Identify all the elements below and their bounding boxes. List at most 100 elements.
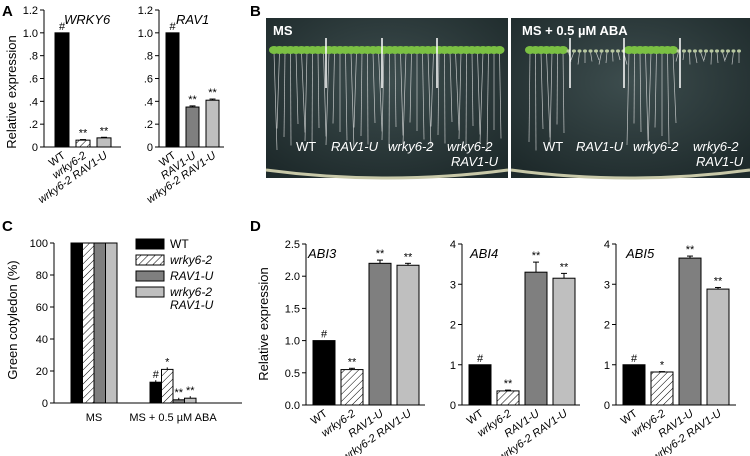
genotype-label-double-b: RAV1-U [451,154,499,169]
seedling-leaf [720,49,725,53]
seedling-root [724,51,729,61]
legend-swatch-wt [135,238,165,250]
seedling-root [700,51,705,62]
seedling-root [444,51,446,144]
genotype-label-wt: WT [543,139,563,154]
genotype-label-wrky62: wrky6-2 [633,139,679,154]
seedling-root [731,51,734,65]
panel-d-abi5-bar [706,288,730,406]
panel-a-wrky6-ytick-label: .6 [29,74,38,86]
panel-c-ytick-label: 40 [36,334,48,346]
legend-swatch-rav1u [135,270,165,282]
seedling-root [394,51,397,128]
panel-a-rav1-title: RAV1 [176,12,209,27]
panel-a-wrky6-ytick-label: 1.2 [23,5,38,17]
seedling-root [549,51,553,147]
seedling-root [626,51,630,146]
genotype-label-double-b: RAV1-U [696,154,744,169]
genotype-label-double-a: wrky6-2 [693,139,739,154]
seedling-root [471,51,474,127]
seedling-root [654,51,657,128]
panel-d-abi5-bar [650,371,674,406]
seedling-root [528,51,531,143]
panel-a-wrky6-bar [75,139,91,148]
panel-c-bar [70,242,83,404]
seedling-root [323,51,327,137]
panel-d-abi4-significance-label: ** [532,250,541,262]
genotype-label-double-a: wrky6-2 [447,139,493,154]
seedling-leaf [577,49,582,53]
panel-letter-d: D [250,218,261,235]
panel-a-wrky6-ytick-label: .4 [29,96,38,108]
seedling-leaf [610,49,615,53]
panel-d-abi4-title: ABI4 [469,246,498,261]
panel-a-rav1-significance-label: ** [188,94,197,106]
panel-c-category-label: MS [86,412,103,424]
panel-c-ytick-label: 100 [30,238,48,250]
legend-label-wt: WT [170,237,189,251]
seedling-root [381,51,385,141]
panel-a-wrky6-ytick-label: 1.0 [23,28,38,40]
seedling-root [479,51,484,144]
panel-a-rav1-chart: 0.2.4.6.81.01.2RAV1#WT**RAV1-U**wrky6-2 … [138,5,224,206]
seedling-root [367,51,369,145]
seedling-root [703,51,707,61]
panel-a-rav1-ytick-label: 0 [147,142,153,154]
legend-label-rav1u: RAV1-U [170,269,214,283]
seedling-root [449,51,453,123]
panel-d-abi5-ytick-label: 3 [604,279,610,291]
panel-d-abi5-ytick-label: 4 [604,239,610,251]
seedling-root [590,51,593,62]
panel-a-wrky6-ytick-label: .2 [29,119,38,131]
seedling-root [667,51,670,145]
plate-ms [266,18,508,178]
panel-d-abi3-chart: 0.00.51.01.52.02.5ABI3#WT**wrky6-2**RAV1… [285,239,425,456]
panel-a-wrky6-significance-label: # [59,21,66,33]
seedling-root [617,51,621,61]
panel-a-rav1-ytick-label: 1.2 [138,5,153,17]
panel-d-abi5-bar [678,257,702,406]
seedling-leaf [731,49,736,53]
panel-a-rav1-ytick-label: .2 [144,119,153,131]
panel-a-rav1-significance-label: ** [208,87,217,99]
seedling-leaf [594,49,598,53]
legend-swatch-double [135,286,165,298]
seedling-root [437,51,440,136]
seedling-root [716,51,719,64]
panel-d-ylabel: Relative expression [256,267,271,380]
seedling-leaf [599,49,604,53]
seedling-leaf [558,46,568,54]
panel-d-abi5-ytick-label: 1 [604,360,610,372]
panel-a-rav1-ytick-label: 1.0 [138,28,153,40]
panel-a-rav1-bar [165,32,180,148]
panel-d-abi3-title: ABI3 [307,246,337,261]
panel-c-bar [149,381,162,404]
panel-d-abi3-significance-label: # [321,329,328,341]
seedling-root [317,51,320,129]
seedling-root [633,51,635,124]
genotype-label-wt: WT [296,139,316,154]
panel-a-wrky6-significance-label: ** [79,128,88,140]
seedling-root [311,51,313,150]
panel-d-abi5-bar [622,364,646,406]
seedling-leaf [605,49,609,53]
seedling-root [647,51,652,150]
seedling-root [301,51,306,133]
panel-d-abi3-significance-label: ** [348,356,357,368]
seedling-leaf [588,49,593,53]
panel-c-ylabel: Green cotyledon (%) [5,260,20,379]
seedling-root [325,51,330,146]
seedling-root [353,51,357,128]
panel-c-ytick-label: 20 [36,366,48,378]
panel-d-abi4-ytick-label: 3 [450,279,456,291]
panel-d-abi4-ytick-label: 1 [450,360,456,372]
panel-d-abi3-significance-label: ** [404,251,413,263]
panel-d-abi5-title: ABI5 [625,246,655,261]
panel-d-abi4-ytick-label: 2 [450,320,456,332]
panel-d-abi4-bar [524,271,548,406]
panel-d-abi3-ytick-label: 1.5 [285,303,300,315]
panel-c-bar [105,242,118,404]
panel-a-wrky6-bar [54,32,70,148]
